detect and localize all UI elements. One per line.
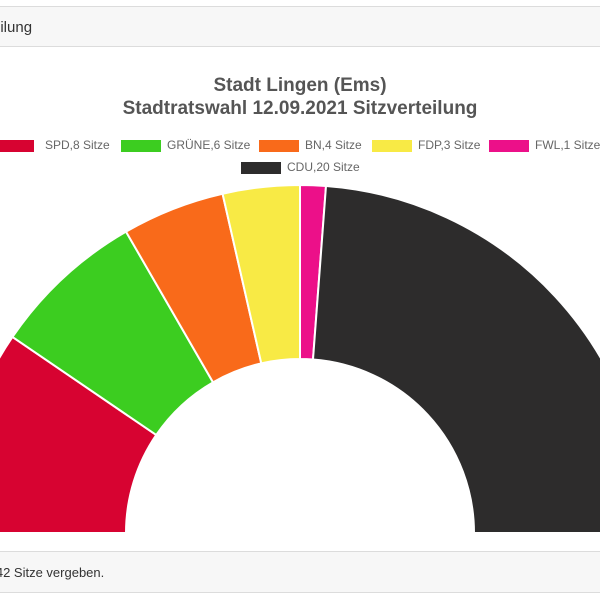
card-header: eilung [0, 6, 600, 47]
legend-swatch-fwl[interactable] [489, 140, 529, 152]
card-header-title: eilung [0, 19, 33, 36]
chart-title-line-1: Stadt Lingen (Ems) [213, 75, 386, 96]
legend-swatch-cdu[interactable] [241, 162, 281, 174]
chart-title-line-2: Stadtratswahl 12.09.2021 Sitzverteilung [123, 98, 478, 119]
card-footer: n 42 Sitze vergeben. [0, 551, 600, 593]
card-body: Stadt Lingen (Ems) Stadtratswahl 12.09.2… [0, 47, 600, 551]
chart-slices [0, 183, 600, 534]
seat-distribution-chart: Stadt Lingen (Ems) Stadtratswahl 12.09.2… [0, 75, 600, 534]
legend-label-bn[interactable]: BN,4 Sitze [305, 138, 362, 152]
legend-swatch-spd[interactable] [0, 140, 34, 152]
legend-label-grüne[interactable]: GRÜNE,6 Sitze [167, 138, 251, 152]
legend-label-cdu[interactable]: CDU,20 Sitze [287, 160, 360, 174]
legend-label-fwl[interactable]: FWL,1 Sitze [535, 138, 600, 152]
legend-swatch-grüne[interactable] [121, 140, 161, 152]
slice-cdu[interactable] [311, 184, 600, 534]
legend-swatch-bn[interactable] [259, 140, 299, 152]
card-footer-text: n 42 Sitze vergeben. [0, 565, 105, 580]
legend-label-spd[interactable]: SPD,8 Sitze [45, 138, 110, 152]
legend-swatch-fdp[interactable] [372, 140, 412, 152]
legend-label-fdp[interactable]: FDP,3 Sitze [418, 138, 481, 152]
chart-legend: SPD,8 Sitze GRÜNE,6 Sitze BN,4 Sitze FDP,3 … [0, 138, 600, 174]
